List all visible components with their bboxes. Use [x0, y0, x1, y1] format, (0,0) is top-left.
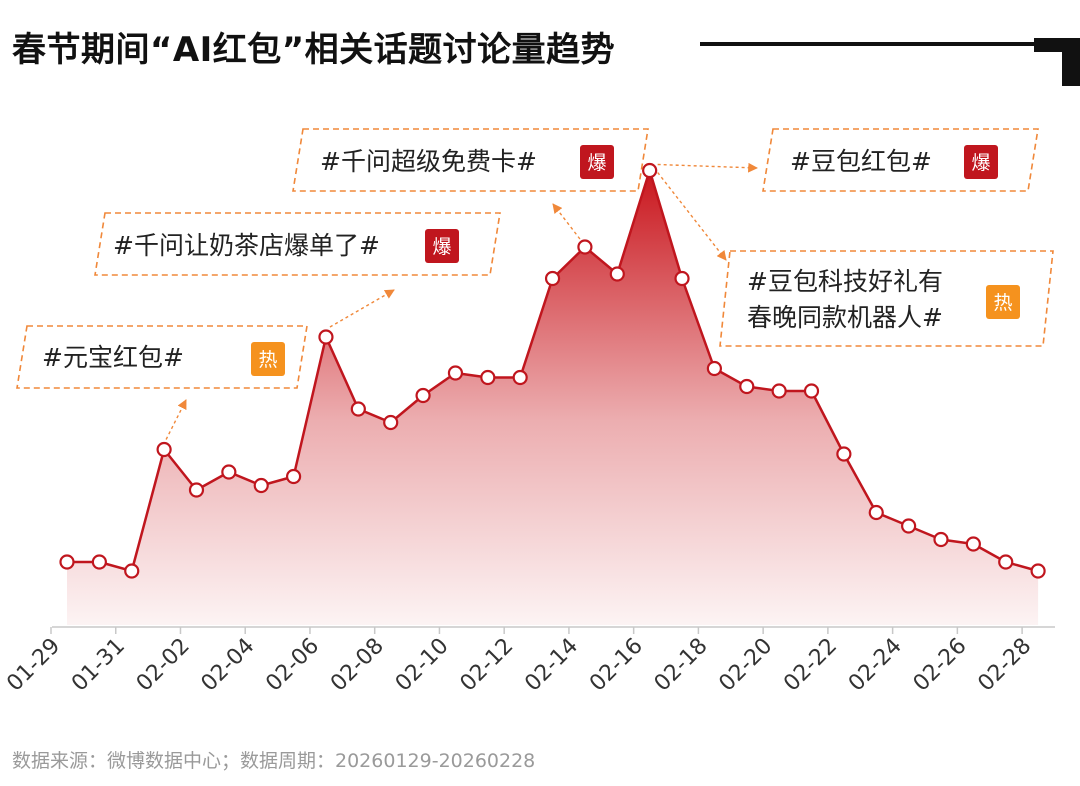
data-point — [609, 266, 625, 282]
annotation-connector — [165, 399, 187, 440]
x-tick-label: 02-26 — [909, 634, 972, 697]
annotation-box — [94, 212, 501, 276]
annotation-connector — [657, 162, 758, 173]
annotation-box — [292, 128, 649, 192]
data-point — [512, 369, 528, 386]
data-point — [221, 464, 237, 480]
data-point — [285, 468, 302, 485]
annotation-connector — [329, 289, 395, 328]
data-point — [156, 441, 172, 458]
data-point — [868, 504, 884, 521]
x-tick-label: 02-02 — [132, 634, 195, 697]
x-tick-label: 02-06 — [261, 634, 324, 697]
data-point — [415, 387, 431, 404]
chart-title: 春节期间“AI红包”相关话题讨论量趋势 — [12, 30, 616, 70]
badge-explode — [580, 145, 614, 179]
annotation-text: #千问让奶茶店爆单了# — [113, 231, 380, 260]
data-point — [771, 383, 787, 399]
data-point — [188, 482, 205, 498]
x-tick-label: 02-12 — [456, 634, 519, 697]
annotation-text: 春晚同款机器人# — [747, 303, 943, 332]
badge-hot — [986, 285, 1020, 319]
badge-label: 爆 — [587, 152, 606, 174]
data-point — [998, 554, 1014, 570]
data-point — [674, 270, 690, 287]
x-tick-label: 02-14 — [520, 634, 583, 697]
data-point — [447, 365, 464, 381]
x-tick-label: 02-22 — [779, 634, 842, 697]
data-point — [383, 414, 399, 431]
annotation-box — [719, 250, 1054, 347]
x-tick-label: 02-28 — [973, 634, 1036, 697]
x-tick-label: 02-18 — [650, 634, 713, 697]
data-point — [253, 477, 269, 494]
data-point — [965, 536, 981, 552]
data-source-note: 数据来源：微博数据中心；数据周期：20260129-20260228 — [12, 750, 536, 772]
area-fill — [67, 170, 1039, 625]
data-point — [901, 518, 917, 534]
x-tick-label: 01-29 — [2, 634, 65, 697]
annotation-connector — [657, 172, 727, 261]
data-point — [739, 378, 755, 395]
x-tick-label: 02-04 — [197, 634, 260, 697]
x-tick-label: 02-24 — [844, 634, 907, 697]
data-point — [803, 383, 820, 399]
data-point — [318, 329, 334, 345]
data-point — [577, 239, 593, 255]
data-point — [544, 270, 561, 287]
badge-label: 爆 — [971, 152, 990, 174]
annotation-connector — [552, 203, 581, 240]
badge-explode — [425, 229, 459, 263]
x-tick-label: 02-20 — [714, 634, 777, 697]
badge-label: 热 — [993, 292, 1012, 314]
title-corner-mark-vertical — [1062, 38, 1080, 86]
data-point — [933, 531, 949, 548]
data-point — [642, 162, 658, 179]
annotation-text: #元宝红包# — [42, 343, 184, 372]
data-point — [91, 554, 107, 570]
x-tick-label: 02-10 — [391, 634, 454, 697]
data-point — [836, 446, 852, 462]
data-point — [350, 401, 366, 417]
annotation-text: #豆包科技好礼有 — [747, 267, 943, 296]
data-point — [706, 360, 723, 377]
x-tick-label: 01-31 — [67, 634, 130, 697]
data-point — [124, 563, 140, 579]
annotation-text: #千问超级免费卡# — [320, 147, 537, 176]
data-point — [59, 554, 75, 570]
annotation-text: #豆包红包# — [790, 147, 932, 176]
title-rule — [700, 42, 1040, 46]
annotation-box — [16, 325, 308, 389]
data-point — [480, 369, 496, 386]
x-tick-label: 02-16 — [585, 634, 648, 697]
data-point — [1030, 563, 1046, 579]
badge-explode — [964, 145, 998, 179]
badge-label: 爆 — [432, 236, 451, 258]
badge-hot — [251, 342, 285, 376]
x-tick-label: 02-08 — [326, 634, 389, 697]
badge-label: 热 — [258, 349, 277, 371]
